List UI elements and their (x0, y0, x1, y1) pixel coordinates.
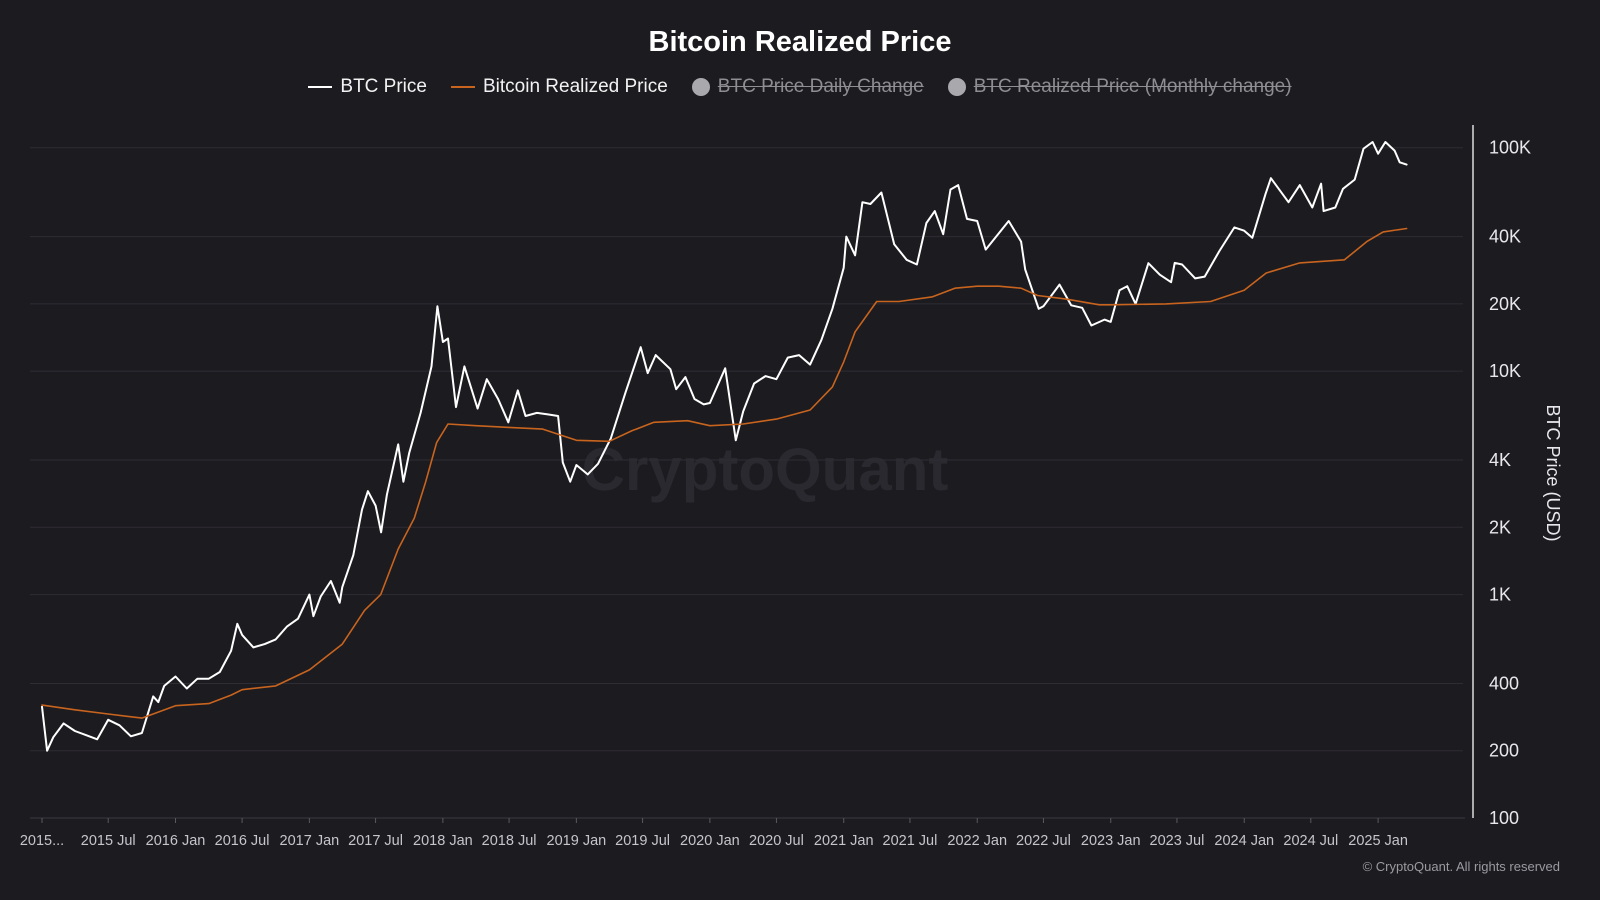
legend: BTC Price Bitcoin Realized Price BTC Pri… (0, 76, 1600, 98)
y-tick-label: 2K (1489, 517, 1511, 537)
y-tick-label: 200 (1489, 741, 1519, 761)
x-tick-label: 2020 Jan (680, 833, 740, 849)
x-tick-label: 2025 Jan (1348, 833, 1408, 849)
y-tick-label: 100 (1489, 808, 1519, 828)
x-tick-label: 2017 Jul (348, 833, 403, 849)
legend-label: BTC Realized Price (Monthly change) (973, 76, 1292, 97)
y-tick-label: 20K (1489, 294, 1521, 314)
x-tick-label: 2018 Jan (413, 833, 473, 849)
y-tick-label: 1K (1489, 585, 1511, 605)
series-line-btc-price (41, 141, 1408, 752)
legend-label: Bitcoin Realized Price (482, 76, 668, 97)
y-tick-label: 40K (1489, 227, 1521, 247)
y-tick-label: 400 (1489, 673, 1519, 693)
watermark: CryptoQuant (582, 436, 949, 503)
y-axis-label: BTC Price (USD) (1543, 404, 1563, 541)
x-tick-label: 2019 Jan (547, 833, 607, 849)
y-tick-label: 100K (1489, 138, 1531, 158)
x-tick-label: 2018 Jul (482, 833, 537, 849)
legend-item-realized-price[interactable]: Bitcoin Realized Price (450, 76, 668, 98)
legend-item-btc-price[interactable]: BTC Price (308, 76, 427, 98)
y-tick-label: 4K (1489, 450, 1511, 470)
x-tick-label: 2016 Jan (146, 833, 206, 849)
x-tick-label: 2022 Jul (1016, 833, 1071, 849)
x-tick-label: 2024 Jan (1214, 833, 1274, 849)
x-tick-label: 2019 Jul (615, 833, 670, 849)
legend-label: BTC Price Daily Change (717, 76, 924, 97)
legend-dot-icon (691, 78, 710, 96)
legend-dot-icon (947, 78, 966, 96)
x-tick-label: 2017 Jan (280, 833, 340, 849)
legend-line-icon (450, 86, 475, 88)
x-tick-label: 2015... (20, 833, 64, 849)
legend-line-icon (308, 86, 333, 88)
x-tick-label: 2024 Jul (1283, 833, 1338, 849)
series-line-realized-price (41, 227, 1408, 719)
y-tick-label: 10K (1489, 361, 1521, 381)
x-tick-label: 2022 Jan (947, 833, 1007, 849)
x-tick-label: 2021 Jan (814, 833, 874, 849)
legend-label: BTC Price (340, 76, 427, 97)
x-tick-label: 2016 Jul (215, 833, 270, 849)
x-tick-label: 2023 Jan (1081, 833, 1141, 849)
x-tick-label: 2021 Jul (883, 833, 938, 849)
legend-item-monthly-change[interactable]: BTC Realized Price (Monthly change) (947, 76, 1292, 98)
legend-item-daily-change[interactable]: BTC Price Daily Change (691, 76, 924, 98)
x-tick-label: 2015 Jul (81, 833, 136, 849)
x-tick-label: 2023 Jul (1150, 833, 1205, 849)
copyright-text: © CryptoQuant. All rights reserved (1362, 859, 1560, 874)
chart-title: Bitcoin Realized Price (648, 26, 952, 58)
x-tick-label: 2020 Jul (749, 833, 804, 849)
